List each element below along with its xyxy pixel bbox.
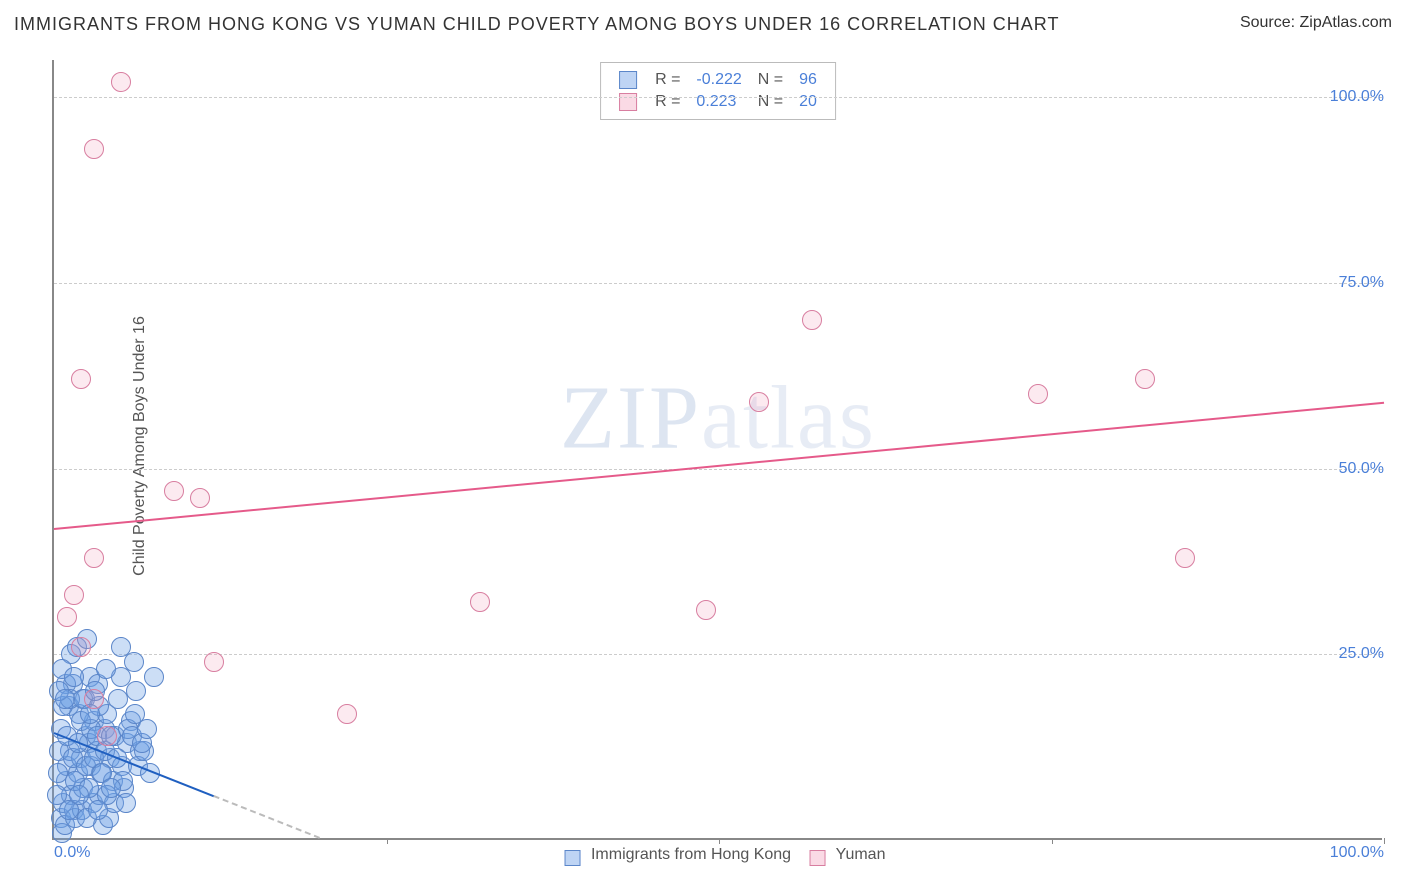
data-point bbox=[1175, 548, 1195, 568]
data-point bbox=[337, 704, 357, 724]
data-point bbox=[84, 689, 104, 709]
data-point bbox=[84, 139, 104, 159]
y-tick-label: 50.0% bbox=[1339, 460, 1384, 478]
x-tick-label: 100.0% bbox=[1330, 844, 1384, 862]
data-point bbox=[97, 726, 117, 746]
data-point bbox=[71, 369, 91, 389]
data-point bbox=[96, 659, 116, 679]
data-point bbox=[749, 392, 769, 412]
r-value-pink: 0.223 bbox=[688, 91, 749, 113]
data-point bbox=[69, 785, 89, 805]
stats-legend: R = -0.222 N = 96 R = 0.223 N = 20 bbox=[600, 62, 836, 120]
gridline bbox=[54, 469, 1382, 470]
data-point bbox=[64, 667, 84, 687]
x-tick-mark bbox=[1052, 838, 1053, 844]
gridline bbox=[54, 654, 1382, 655]
data-point bbox=[696, 600, 716, 620]
data-point bbox=[64, 585, 84, 605]
data-point bbox=[88, 800, 108, 820]
data-point bbox=[71, 637, 91, 657]
data-point bbox=[116, 793, 136, 813]
x-tick-label: 0.0% bbox=[54, 844, 90, 862]
legend-row-pink: R = 0.223 N = 20 bbox=[611, 91, 825, 113]
data-point bbox=[124, 652, 144, 672]
data-point bbox=[144, 667, 164, 687]
swatch-pink-icon bbox=[619, 93, 637, 111]
data-point bbox=[470, 592, 490, 612]
regression-line bbox=[54, 402, 1384, 530]
data-point bbox=[126, 681, 146, 701]
series-label-blue: Immigrants from Hong Kong bbox=[591, 846, 791, 863]
chart-title: IMMIGRANTS FROM HONG KONG VS YUMAN CHILD… bbox=[14, 14, 1059, 35]
data-point bbox=[84, 548, 104, 568]
x-legend: Immigrants from Hong Kong Yuman bbox=[551, 846, 886, 864]
x-tick-mark bbox=[387, 838, 388, 844]
swatch-blue-icon bbox=[565, 850, 581, 866]
gridline bbox=[54, 97, 1382, 98]
data-point bbox=[802, 310, 822, 330]
data-point bbox=[55, 689, 75, 709]
data-point bbox=[164, 481, 184, 501]
x-tick-mark bbox=[719, 838, 720, 844]
data-point bbox=[111, 637, 131, 657]
series-label-pink: Yuman bbox=[836, 846, 886, 863]
source-label: Source: ZipAtlas.com bbox=[1240, 14, 1392, 32]
correlation-chart: IMMIGRANTS FROM HONG KONG VS YUMAN CHILD… bbox=[0, 0, 1406, 892]
x-tick-mark bbox=[1384, 838, 1385, 844]
legend-row-blue: R = -0.222 N = 96 bbox=[611, 69, 825, 91]
plot-area: ZIPatlas R = -0.222 N = 96 R = 0.223 N =… bbox=[52, 60, 1382, 840]
swatch-pink-icon bbox=[810, 850, 826, 866]
n-value-pink: 20 bbox=[791, 91, 825, 113]
data-point bbox=[1135, 369, 1155, 389]
swatch-blue-icon bbox=[619, 71, 637, 89]
y-tick-label: 75.0% bbox=[1339, 274, 1384, 292]
r-value-blue: -0.222 bbox=[688, 69, 749, 91]
data-point bbox=[1028, 384, 1048, 404]
gridline bbox=[54, 283, 1382, 284]
data-point bbox=[137, 719, 157, 739]
y-tick-label: 25.0% bbox=[1339, 645, 1384, 663]
data-point bbox=[204, 652, 224, 672]
source-link[interactable]: ZipAtlas.com bbox=[1300, 14, 1392, 31]
y-tick-label: 100.0% bbox=[1330, 88, 1384, 106]
data-point bbox=[57, 607, 77, 627]
data-point bbox=[108, 689, 128, 709]
data-point bbox=[111, 72, 131, 92]
n-value-blue: 96 bbox=[791, 69, 825, 91]
regression-dash bbox=[213, 795, 320, 839]
data-point bbox=[190, 488, 210, 508]
